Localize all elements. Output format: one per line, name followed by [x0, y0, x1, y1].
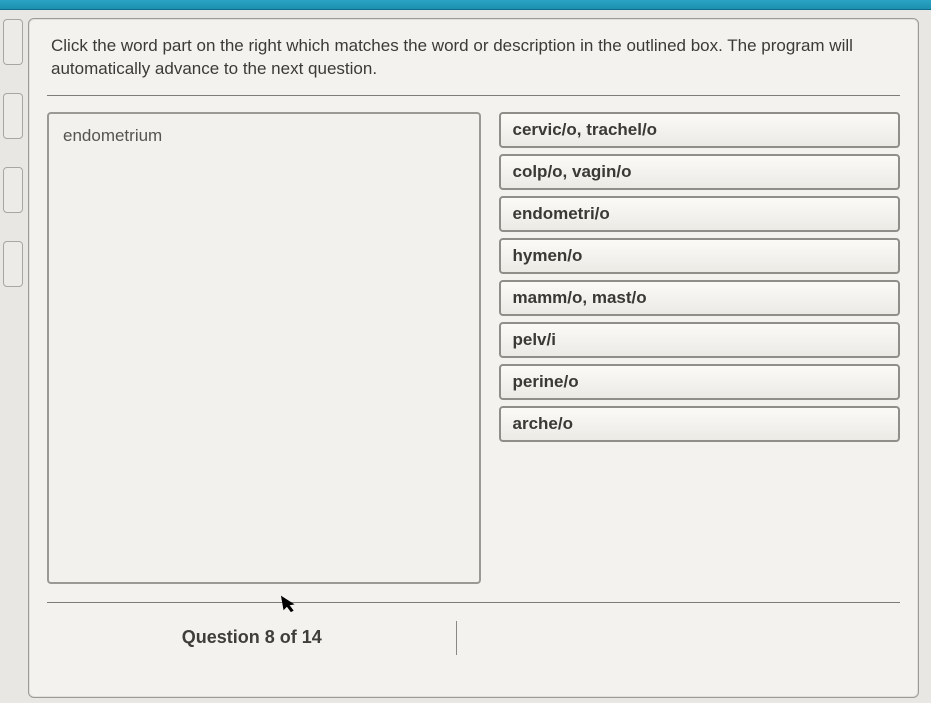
option-label: endometri/o	[513, 204, 610, 223]
side-tab[interactable]	[3, 19, 23, 65]
footer-row: Question 8 of 14	[47, 621, 900, 655]
app-header-strip	[0, 0, 931, 10]
page-wrap: Click the word part on the right which m…	[0, 18, 931, 698]
footer-divider	[456, 621, 457, 655]
option-label: cervic/o, trachel/o	[513, 120, 658, 139]
option-button[interactable]: colp/o, vagin/o	[499, 154, 901, 190]
question-card: Click the word part on the right which m…	[28, 18, 919, 698]
options-column: cervic/o, trachel/o colp/o, vagin/o endo…	[499, 112, 901, 584]
option-label: perine/o	[513, 372, 579, 391]
side-tabs	[3, 19, 25, 315]
option-button[interactable]: perine/o	[499, 364, 901, 400]
content-row: endometrium cervic/o, trachel/o colp/o, …	[47, 112, 900, 603]
option-button[interactable]: hymen/o	[499, 238, 901, 274]
option-button[interactable]: pelv/i	[499, 322, 901, 358]
option-label: colp/o, vagin/o	[513, 162, 632, 181]
option-label: hymen/o	[513, 246, 583, 265]
prompt-box: endometrium	[47, 112, 481, 584]
option-button[interactable]: arche/o	[499, 406, 901, 442]
option-label: mamm/o, mast/o	[513, 288, 647, 307]
side-tab[interactable]	[3, 241, 23, 287]
option-label: pelv/i	[513, 330, 556, 349]
question-counter: Question 8 of 14	[47, 621, 456, 648]
option-label: arche/o	[513, 414, 573, 433]
side-tab[interactable]	[3, 93, 23, 139]
option-button[interactable]: mamm/o, mast/o	[499, 280, 901, 316]
option-button[interactable]: cervic/o, trachel/o	[499, 112, 901, 148]
side-tab[interactable]	[3, 167, 23, 213]
instructions-text: Click the word part on the right which m…	[47, 33, 900, 96]
prompt-term: endometrium	[63, 126, 162, 145]
option-button[interactable]: endometri/o	[499, 196, 901, 232]
